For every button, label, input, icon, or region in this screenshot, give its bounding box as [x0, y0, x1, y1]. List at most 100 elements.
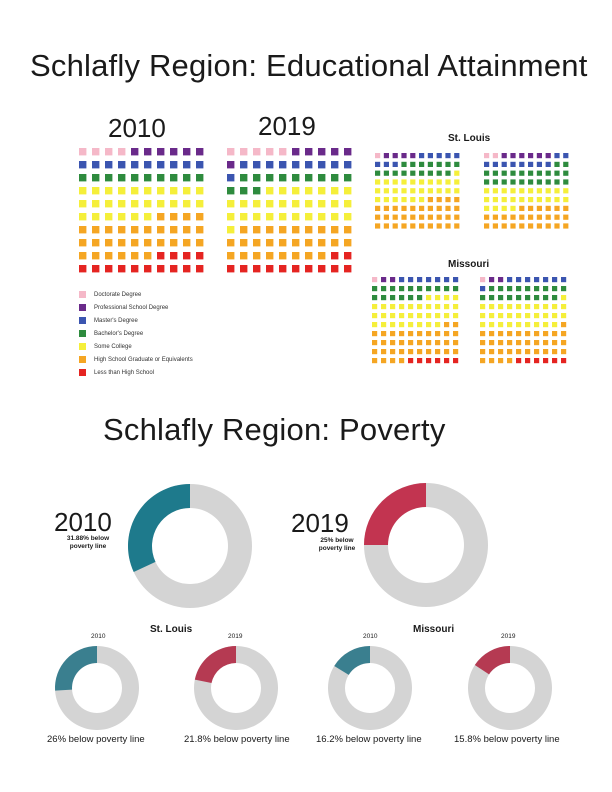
waffle-cell [170, 252, 178, 260]
waffle-cell [427, 214, 433, 220]
waffle-cell [552, 349, 558, 355]
waffle-cell [408, 313, 414, 319]
waffle-cell [545, 223, 551, 229]
waffle-cell [401, 205, 407, 211]
poverty-donut-stlouis-2010 [55, 646, 140, 730]
waffle-cell [563, 170, 569, 176]
waffle-cell [131, 187, 139, 195]
waffle-cell [492, 179, 499, 185]
waffle-cell [536, 153, 542, 159]
waffle-cell [344, 226, 352, 234]
waffle-cell [545, 170, 551, 176]
waffle-cell [436, 214, 442, 220]
waffle-cell [498, 349, 504, 355]
waffle-cell [253, 200, 261, 208]
legend-swatch [79, 330, 86, 337]
waffle-cell [435, 313, 441, 319]
waffle-cell [453, 322, 459, 328]
poverty-donut-stlouis-2019 [194, 646, 278, 730]
legend-swatch [79, 317, 86, 324]
waffle-cell [545, 196, 551, 203]
waffle-cell [279, 239, 287, 247]
waffle-cell [534, 340, 540, 346]
waffle-cell [510, 214, 516, 220]
waffle-cell [372, 313, 378, 319]
poverty-missouri-title: Missouri [413, 624, 455, 635]
waffle-cell [344, 239, 352, 247]
waffle-cell [131, 200, 139, 208]
waffle-cell [375, 170, 381, 176]
waffle-cell [196, 213, 204, 221]
waffle-cell [536, 161, 542, 167]
waffle-cell [170, 200, 178, 208]
waffle-cell [454, 153, 460, 159]
waffle-cell [435, 331, 441, 337]
waffle-cell [399, 277, 405, 283]
waffle-cell [453, 304, 459, 310]
waffle-cell [561, 286, 567, 292]
waffle-cell [399, 349, 405, 355]
waffle-cell [453, 286, 459, 292]
waffle-cell [383, 161, 390, 167]
waffle-cell [545, 161, 551, 167]
legend-label: Master's Degree [94, 317, 138, 324]
waffle-cell [516, 313, 522, 319]
waffle-cell [170, 265, 178, 273]
waffle-cell [392, 223, 398, 229]
waffle-cell [240, 252, 248, 260]
waffle-cell [561, 313, 567, 319]
waffle-cell [196, 226, 204, 234]
waffle-cell [410, 161, 416, 167]
waffle-cell [419, 223, 425, 229]
waffle-cell [105, 226, 113, 234]
waffle-cell [454, 170, 460, 176]
waffle-cell [444, 313, 450, 319]
waffle-cell [435, 349, 441, 355]
waffle-cell [444, 277, 450, 283]
waffle-cell [344, 213, 352, 221]
waffle-cell [498, 340, 504, 346]
waffle-cell [445, 153, 451, 159]
edu-year-2019: 2019 [258, 111, 316, 141]
waffle-cell [92, 174, 100, 182]
waffle-cell [498, 331, 504, 337]
waffle-cell [381, 277, 387, 283]
waffle-cell [390, 358, 396, 364]
waffle-cell [552, 358, 558, 364]
waffle-cell [196, 239, 204, 247]
waffle-cell [240, 213, 248, 221]
waffle-cell [183, 187, 191, 195]
waffle-cell [383, 179, 390, 185]
waffle-cell [183, 161, 191, 169]
waffle-cell [563, 214, 569, 220]
waffle-cell [292, 187, 300, 195]
waffle-cell [227, 161, 235, 169]
waffle-cell [426, 286, 432, 292]
waffle-cell [375, 205, 381, 211]
waffle-cell [331, 213, 339, 221]
waffle-cell [392, 205, 398, 211]
waffle-cell [492, 170, 499, 176]
donut-poverty-slice [194, 646, 236, 684]
waffle-cell [118, 161, 126, 169]
waffle-cell [318, 200, 326, 208]
waffle-cell [444, 331, 450, 337]
waffle-cell [554, 179, 560, 185]
waffle-cell [507, 358, 513, 364]
waffle-cell [454, 188, 460, 194]
donut-poverty-slice [55, 646, 97, 691]
waffle-cell [489, 295, 495, 301]
waffle-cell [401, 170, 407, 176]
waffle-cell [144, 239, 152, 247]
waffle-cell [426, 277, 432, 283]
waffle-cell [318, 226, 326, 234]
waffle-cell [279, 252, 287, 260]
waffle-cell [410, 179, 416, 185]
waffle-cell [375, 188, 381, 194]
waffle-cell [318, 265, 326, 273]
waffle-cell [435, 286, 441, 292]
waffle-cell [554, 153, 560, 159]
waffle-cell [375, 179, 381, 185]
waffle-cell [131, 265, 139, 273]
poverty-label-stlouis-2010: 26% below poverty line [47, 734, 145, 745]
